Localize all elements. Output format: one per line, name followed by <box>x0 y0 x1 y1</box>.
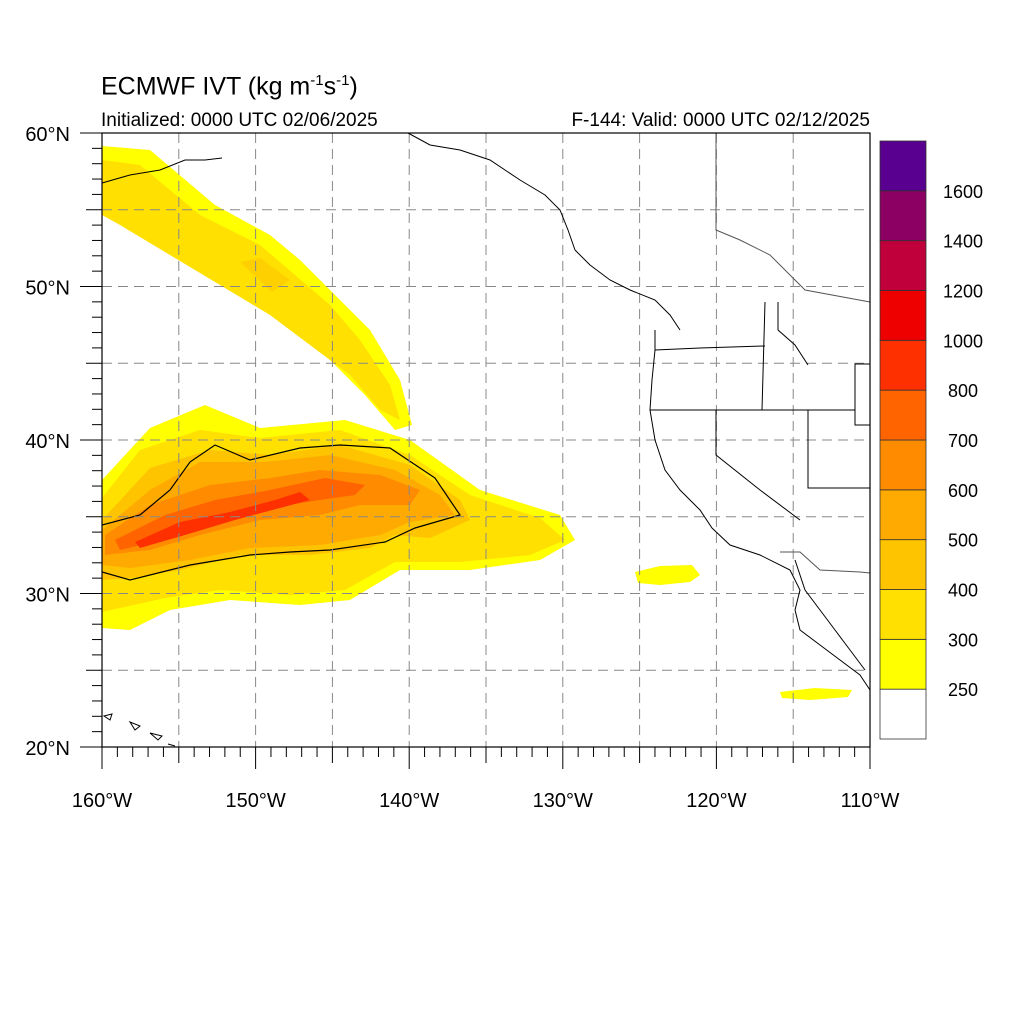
lat-tick-label: 40°N <box>25 431 70 453</box>
lat-lon-grid <box>102 133 870 747</box>
alaska-coast <box>407 132 576 251</box>
colorbar-swatch <box>879 240 927 291</box>
state-borders <box>650 301 871 574</box>
mexico-border <box>780 551 871 574</box>
colorbar-label: 1400 <box>943 232 983 252</box>
sw-alaska-coast <box>101 157 223 184</box>
colorbar-swatch <box>879 339 927 391</box>
colorbar-label: 300 <box>948 630 978 650</box>
axis-ticks <box>80 132 871 769</box>
lat-tick-label: 60°N <box>25 124 70 146</box>
colorbar-swatch <box>879 439 927 491</box>
colorbar-swatch <box>879 539 927 590</box>
mt-border <box>777 302 809 366</box>
valid-time-label: F-144: Valid: 0000 UTC 02/12/2025 <box>571 110 870 131</box>
colorbar-swatch <box>879 638 927 690</box>
ca-nv-border <box>715 410 801 521</box>
colorbar-label: 1600 <box>943 182 983 202</box>
map-title: ECMWF IVT (kg m-1s-1) <box>101 72 358 101</box>
us-west-coast <box>649 330 871 691</box>
colorbar-swatch <box>879 290 927 341</box>
ivt-patch-baja <box>780 688 852 700</box>
lon-tick-label: 110°W <box>841 790 900 812</box>
lat-tick-label: 20°N <box>25 738 70 760</box>
wa-or-border <box>654 345 766 351</box>
colorbar: 250 300 400 500 600 700 800 1000 1200 1400 1600 <box>879 140 983 740</box>
colorbar-label: 400 <box>948 581 978 601</box>
colorbar-label: 600 <box>948 481 978 501</box>
lat-tick-label: 50°N <box>25 278 70 300</box>
baja-gulf <box>794 559 866 671</box>
lon-tick-label: 160°W <box>72 790 132 812</box>
lon-tick-label: 130°W <box>533 790 593 812</box>
east-canada-border <box>715 133 871 303</box>
lon-tick-label: 150°W <box>225 790 285 812</box>
nv-ut-border <box>807 410 870 489</box>
latitude-labels: 20°N 30°N 40°N 50°N 60°N <box>25 124 70 760</box>
lat-tick-label: 30°N <box>25 585 70 607</box>
id-border <box>761 301 766 411</box>
colorbar-swatch <box>879 589 927 640</box>
ivt-plume-north-300 <box>102 160 400 420</box>
colorbar-swatch <box>879 389 927 441</box>
ivt-plume-north-400 <box>240 258 290 292</box>
ivt-patch-offshore <box>635 565 700 585</box>
colorbar-swatch <box>879 190 927 242</box>
colorbar-label: 500 <box>948 531 978 551</box>
hawaii-islands <box>102 713 176 747</box>
colorbar-label: 1000 <box>943 331 983 351</box>
colorbar-swatch <box>879 688 927 740</box>
colorbar-label: 250 <box>948 680 978 700</box>
colorbar-swatch <box>879 489 927 541</box>
wy-border <box>854 363 870 426</box>
longitude-labels: 160°W 150°W 140°W 130°W 120°W 110°W <box>72 790 900 812</box>
colorbar-label: 800 <box>948 381 978 401</box>
initialized-label: Initialized: 0000 UTC 02/06/2025 <box>101 110 378 131</box>
ivt-500-contour <box>102 444 461 581</box>
colorbar-label: 700 <box>948 431 978 451</box>
colorbar-swatch <box>879 140 927 192</box>
lon-tick-label: 140°W <box>379 790 439 812</box>
ivt-field <box>102 146 852 700</box>
bc-coast <box>574 249 681 331</box>
colorbar-label: 1200 <box>943 282 983 302</box>
lon-tick-label: 120°W <box>686 790 746 812</box>
